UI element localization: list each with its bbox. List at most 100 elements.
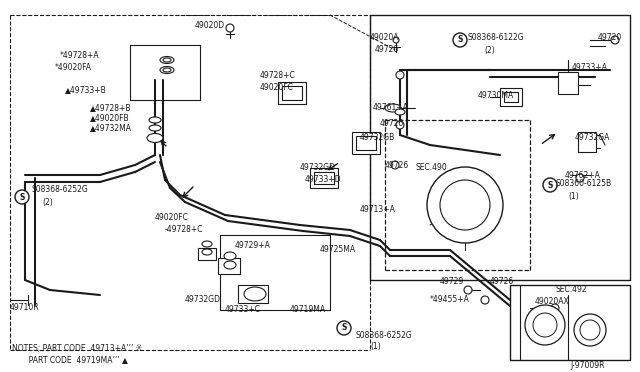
Text: 49761+A: 49761+A [373, 103, 409, 112]
Ellipse shape [163, 58, 171, 62]
Bar [352, 132, 380, 154]
Text: S: S [341, 324, 347, 333]
Bar [218, 258, 240, 274]
Circle shape [464, 286, 472, 294]
Text: *49020FA: *49020FA [55, 64, 92, 73]
Text: 49762+A: 49762+A [565, 170, 601, 180]
Text: (2): (2) [42, 199, 52, 208]
Circle shape [226, 24, 234, 32]
Text: 49020FC: 49020FC [155, 214, 189, 222]
Text: NOTES; PART CODE  49713+A’’’ ※: NOTES; PART CODE 49713+A’’’ ※ [12, 343, 142, 353]
Text: ▲49733+B: ▲49733+B [65, 86, 107, 94]
Circle shape [337, 321, 351, 335]
Bar [282, 86, 302, 100]
Text: PART CODE  49719MA’’’ ▲: PART CODE 49719MA’’’ ▲ [12, 356, 128, 365]
Text: 49733+D: 49733+D [305, 176, 342, 185]
Text: (1): (1) [370, 343, 381, 352]
Bar [278, 82, 306, 104]
Text: 49710R: 49710R [10, 304, 40, 312]
Ellipse shape [149, 117, 161, 123]
Ellipse shape [163, 68, 171, 72]
Ellipse shape [395, 109, 405, 115]
Text: -49728+C: -49728+C [165, 225, 204, 234]
Circle shape [543, 178, 557, 192]
Text: 49729+A: 49729+A [235, 241, 271, 250]
Text: 49729: 49729 [440, 278, 464, 286]
Circle shape [393, 37, 399, 43]
Text: 49732GD: 49732GD [185, 295, 221, 305]
Ellipse shape [385, 104, 401, 112]
Text: 49733+A: 49733+A [572, 64, 608, 73]
Text: 49726: 49726 [375, 45, 399, 55]
Circle shape [396, 71, 404, 79]
Text: S: S [547, 180, 553, 189]
Text: ▲49020FB: ▲49020FB [90, 113, 130, 122]
Circle shape [580, 320, 600, 340]
Text: 49732GB: 49732GB [360, 134, 396, 142]
Circle shape [453, 33, 467, 47]
Text: SEC.492: SEC.492 [555, 285, 587, 295]
Text: 49733+C: 49733+C [225, 305, 261, 314]
Text: 49020FC: 49020FC [260, 83, 294, 92]
Text: *49728+A: *49728+A [60, 51, 100, 60]
Text: 49726: 49726 [385, 160, 409, 170]
Text: 49020D: 49020D [195, 22, 225, 31]
Circle shape [396, 121, 404, 129]
Text: 49732GD: 49732GD [300, 164, 336, 173]
Ellipse shape [224, 252, 236, 260]
Circle shape [391, 161, 399, 169]
Text: SEC.490: SEC.490 [415, 164, 447, 173]
Circle shape [551, 304, 559, 312]
Text: 49728+C: 49728+C [260, 71, 296, 80]
Ellipse shape [149, 125, 161, 131]
Bar [314, 172, 334, 184]
Ellipse shape [244, 287, 266, 301]
Circle shape [574, 314, 606, 346]
Text: 49726: 49726 [380, 119, 404, 128]
Text: (1): (1) [568, 192, 579, 201]
Circle shape [525, 305, 565, 345]
Text: S08368-6252G: S08368-6252G [355, 330, 412, 340]
Bar [356, 136, 376, 150]
Bar [500, 88, 522, 106]
Ellipse shape [202, 249, 212, 255]
Text: (2): (2) [484, 45, 495, 55]
Text: 49730MA: 49730MA [478, 92, 515, 100]
Text: S08368-6122G: S08368-6122G [468, 33, 525, 42]
Circle shape [533, 313, 557, 337]
Ellipse shape [147, 134, 163, 142]
Text: J-97009R: J-97009R [570, 360, 605, 369]
Text: S: S [458, 35, 463, 45]
Bar [504, 92, 518, 102]
Ellipse shape [160, 57, 174, 64]
Circle shape [15, 190, 29, 204]
Text: 49020AX: 49020AX [535, 298, 570, 307]
Bar [310, 168, 338, 188]
Circle shape [427, 167, 503, 243]
Text: *49455+A: *49455+A [430, 295, 470, 305]
Text: 49719MA: 49719MA [290, 305, 326, 314]
Ellipse shape [224, 261, 236, 269]
Circle shape [481, 296, 489, 304]
Text: ▲49728+B: ▲49728+B [90, 103, 131, 112]
Bar [510, 285, 630, 360]
Circle shape [440, 180, 490, 230]
Text: ▲49732MA: ▲49732MA [90, 124, 132, 132]
Text: 49020A: 49020A [370, 33, 399, 42]
Bar [238, 285, 268, 303]
Text: 49713+A: 49713+A [360, 205, 396, 215]
Text: S08360-6125B: S08360-6125B [555, 179, 611, 187]
Text: 49720: 49720 [598, 33, 622, 42]
Text: S: S [19, 192, 25, 202]
Ellipse shape [202, 241, 212, 247]
Circle shape [611, 36, 619, 44]
Circle shape [576, 174, 584, 182]
Text: 49726: 49726 [490, 278, 515, 286]
Bar [578, 132, 596, 152]
Ellipse shape [160, 67, 174, 74]
Text: 49732GA: 49732GA [575, 134, 611, 142]
Text: 49725MA: 49725MA [320, 246, 356, 254]
Bar [558, 72, 578, 94]
Bar [198, 248, 216, 260]
Text: S08368-6252G: S08368-6252G [32, 186, 89, 195]
